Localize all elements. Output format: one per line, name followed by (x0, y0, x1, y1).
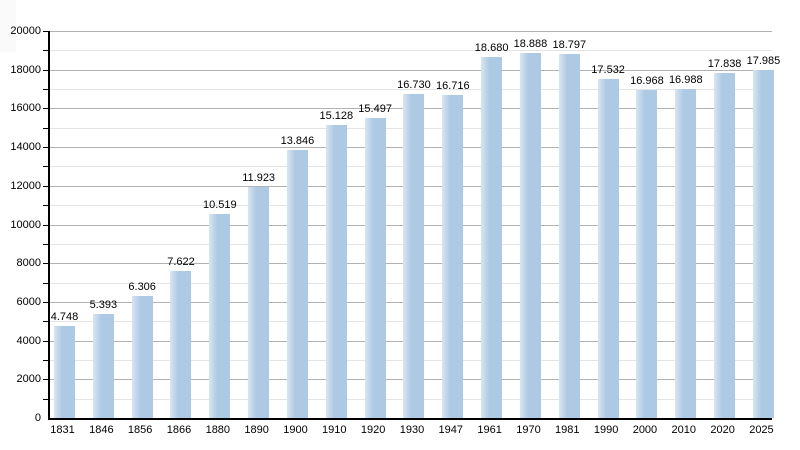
x-tick-label: 1981 (555, 424, 580, 436)
y-tick-label: 12000 (10, 179, 41, 192)
bar-1890 (248, 187, 270, 418)
bar-value-label: 7.622 (167, 255, 195, 268)
bar-1846 (92, 313, 114, 418)
bar-value-label: 5.393 (89, 298, 118, 311)
bar-1961 (481, 56, 503, 418)
bar-1920 (364, 118, 386, 418)
x-tick-label: 1961 (477, 424, 502, 436)
bar-1900 (286, 150, 308, 418)
minor-gridline (50, 89, 772, 91)
y-axis-tick (43, 31, 48, 32)
x-tick-label: 1890 (244, 424, 269, 436)
bar-value-label: 18.888 (513, 37, 548, 50)
bar-2025 (752, 70, 774, 418)
bar-2010 (675, 89, 697, 418)
y-axis-tick (43, 69, 48, 71)
bar-1910 (325, 125, 347, 418)
y-axis-tick (43, 263, 48, 265)
y-axis-tick (43, 108, 48, 110)
bar-value-label: 13.846 (280, 135, 315, 148)
x-tick-label: 1970 (516, 424, 541, 436)
x-tick-label: 1947 (438, 424, 464, 436)
x-tick-label: 1910 (322, 424, 347, 436)
bar-value-label: 4.748 (50, 311, 79, 324)
bar-1947 (442, 94, 464, 418)
plot-area: 4.748 5.393 6.306 7.622 10.519 11.923 13.846 15… (43, 31, 780, 420)
bar-value-label: 10.519 (202, 199, 237, 212)
scan-artifact (0, 0, 16, 52)
y-axis-tick (43, 340, 48, 342)
bar-value-label: 6.306 (128, 280, 156, 293)
bar-value-label: 15.128 (319, 110, 354, 123)
y-tick-label: 8000 (16, 257, 41, 270)
bar-1856 (131, 295, 153, 418)
x-tick-label: 2010 (671, 424, 697, 436)
y-tick-label: 20000 (10, 25, 41, 37)
y-axis-tick (43, 359, 48, 361)
bar-value-label: 17.838 (707, 57, 742, 70)
bar-1970 (519, 52, 541, 418)
major-gridline (50, 31, 772, 32)
bar-value-label: 16.716 (435, 79, 470, 92)
x-tick-label: 1900 (283, 424, 308, 436)
x-tick-label: 1831 (50, 424, 75, 436)
bar-2020 (714, 72, 736, 418)
x-tick-label: 1880 (205, 424, 231, 436)
bar-value-label: 17.532 (591, 63, 625, 76)
y-axis-tick (43, 301, 48, 303)
y-axis-tick (43, 205, 48, 207)
x-tick-label: 2025 (749, 424, 774, 436)
bar-1880 (209, 214, 231, 418)
bar-value-label: 11.923 (242, 172, 276, 185)
bar-1981 (558, 54, 580, 418)
bar-value-label: 15.497 (358, 103, 392, 116)
y-axis-tick (43, 398, 48, 400)
y-axis-tick (43, 379, 48, 381)
y-tick-label: 4000 (16, 334, 41, 347)
bar-value-label: 17.985 (746, 55, 781, 67)
y-tick-label: 14000 (10, 141, 41, 154)
y-tick-label: 6000 (16, 295, 41, 308)
x-tick-label: 1990 (593, 424, 619, 436)
bar-value-label: 18.797 (552, 39, 587, 52)
x-tick-label: 1856 (127, 424, 153, 436)
y-axis-tick (43, 147, 48, 149)
y-axis-tick (43, 50, 48, 52)
bar-1866 (170, 270, 192, 418)
y-axis-tick (43, 166, 48, 168)
y-axis-tick (43, 321, 48, 323)
y-axis-tick (43, 243, 48, 245)
bar-value-label: 16.968 (630, 74, 664, 87)
y-tick-label: 0 (34, 412, 41, 424)
y-axis-tick (43, 224, 48, 226)
x-tick-label: 1866 (166, 424, 192, 436)
x-tick-label: 2000 (632, 424, 658, 436)
x-tick-label: 1846 (89, 424, 114, 436)
x-tick-label: 2020 (710, 424, 735, 436)
y-tick-label: 18000 (10, 63, 41, 76)
bar-value-label: 16.730 (397, 79, 431, 92)
y-axis-tick (43, 185, 48, 187)
bar-1930 (403, 94, 425, 418)
major-gridline (50, 69, 772, 71)
bar-1831 (54, 326, 75, 418)
x-tick-label: 1930 (399, 424, 425, 436)
y-tick-label: 16000 (10, 102, 41, 115)
y-tick-label: 2000 (16, 373, 41, 386)
bar-value-label: 18.680 (474, 41, 509, 54)
bar-2000 (636, 89, 658, 418)
y-axis-tick (43, 282, 48, 284)
y-tick-label: 10000 (10, 218, 41, 231)
minor-gridline (50, 50, 772, 52)
x-tick-label: 1920 (360, 424, 386, 436)
y-axis-tick (43, 89, 48, 91)
bar-value-label: 16.988 (668, 74, 703, 87)
bar-1990 (597, 78, 619, 418)
y-axis-tick (43, 127, 48, 129)
